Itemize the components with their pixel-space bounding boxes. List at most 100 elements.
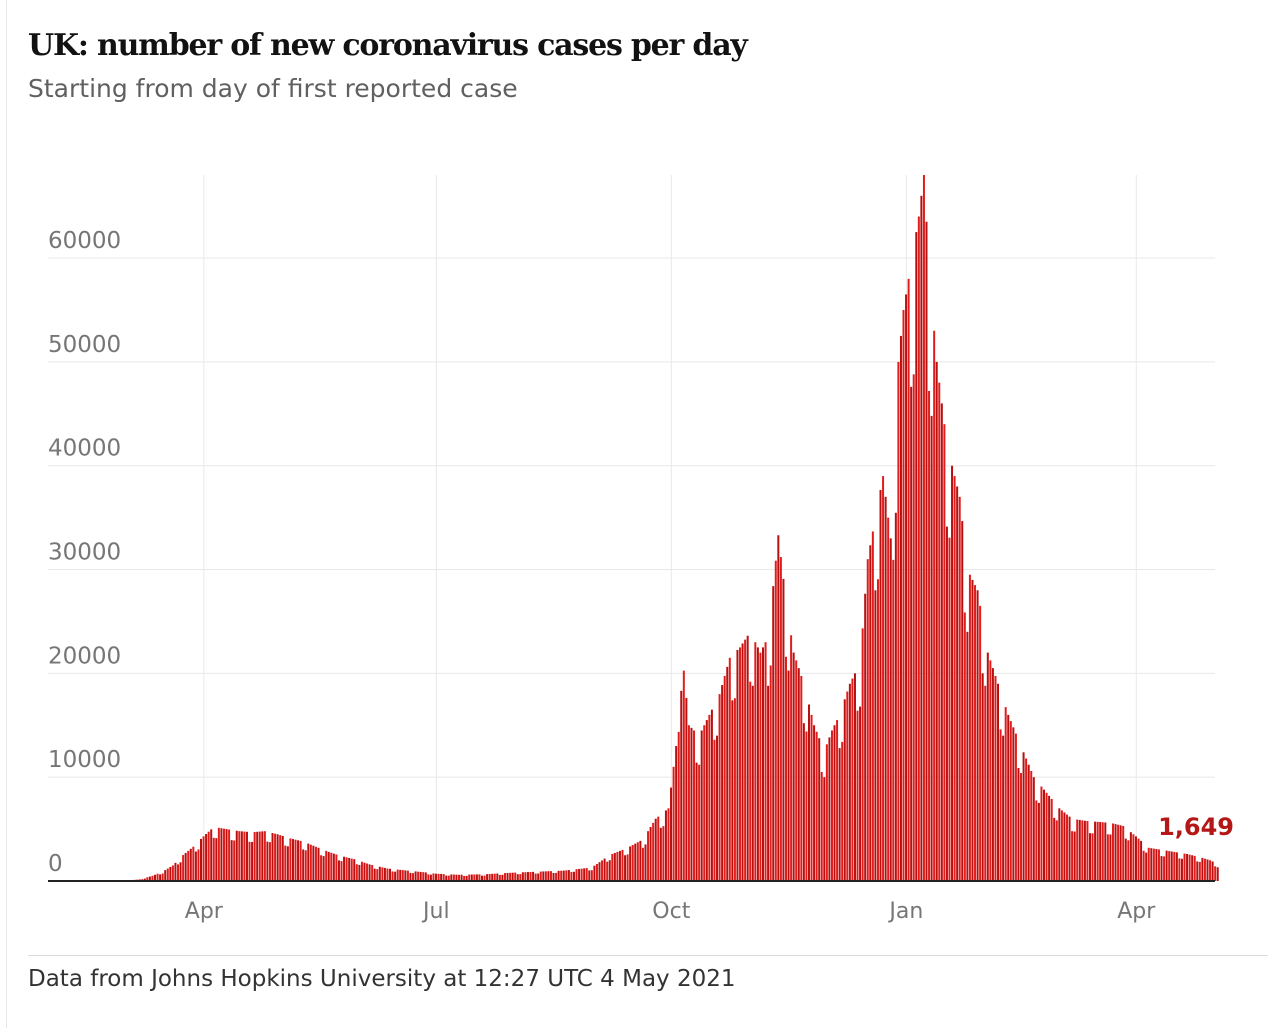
daily-case-bar <box>1173 851 1176 881</box>
daily-case-bar <box>968 574 971 881</box>
daily-case-bar <box>1214 866 1217 881</box>
daily-case-bar <box>920 195 923 881</box>
daily-case-bar <box>424 872 427 881</box>
daily-case-bar <box>861 628 864 881</box>
daily-case-bar <box>805 731 808 881</box>
daily-case-bar <box>866 559 869 881</box>
daily-case-bar <box>473 874 476 881</box>
daily-case-bar <box>853 673 856 881</box>
y-tick-label: 10000 <box>48 747 121 773</box>
daily-case-bar <box>516 874 519 881</box>
daily-case-bar <box>818 738 821 881</box>
daily-case-bar <box>601 860 604 881</box>
daily-case-bar <box>274 833 277 881</box>
daily-case-bar <box>189 848 192 881</box>
daily-case-bar <box>1094 821 1097 881</box>
daily-case-bar <box>718 694 721 881</box>
daily-case-bar <box>590 870 593 881</box>
daily-case-bar <box>795 660 798 882</box>
daily-case-bar <box>1178 858 1181 881</box>
daily-case-bar <box>705 720 708 881</box>
daily-case-bar <box>248 841 251 881</box>
daily-case-bar <box>693 730 696 881</box>
daily-case-bar <box>951 465 954 881</box>
daily-case-bar <box>899 335 902 881</box>
daily-case-bar <box>1147 847 1150 881</box>
daily-case-bar <box>1020 773 1023 881</box>
daily-case-bar <box>230 840 233 881</box>
daily-case-bar <box>1157 849 1160 881</box>
daily-case-bar <box>838 748 841 881</box>
daily-case-bar <box>593 865 596 881</box>
daily-case-bar <box>894 512 897 881</box>
daily-case-bar <box>442 874 445 881</box>
daily-case-bar <box>501 874 504 881</box>
daily-case-bar <box>580 868 583 881</box>
daily-case-bar <box>381 867 384 881</box>
daily-case-bar <box>1101 822 1104 881</box>
daily-case-bar <box>892 559 895 881</box>
daily-case-bar <box>746 635 749 881</box>
daily-case-bar <box>657 816 660 881</box>
daily-case-bar <box>314 846 317 881</box>
daily-case-bar <box>207 831 210 881</box>
daily-case-bar <box>524 872 527 881</box>
daily-case-bar <box>889 538 892 881</box>
daily-case-bar <box>291 839 294 881</box>
daily-case-bar <box>869 545 872 881</box>
daily-case-bar <box>532 871 535 881</box>
daily-case-bar <box>925 221 928 882</box>
daily-case-bar <box>1048 795 1051 881</box>
daily-case-bar <box>409 872 412 881</box>
daily-case-bar <box>703 725 706 881</box>
daily-case-bar <box>961 521 964 881</box>
daily-case-bar <box>317 847 320 881</box>
x-tick-label: Apr <box>185 899 224 924</box>
daily-case-bar <box>751 685 754 881</box>
daily-case-bar <box>463 875 466 881</box>
daily-case-bar <box>767 685 770 881</box>
cases-bar-chart: 0 10000 20000 30000 40000 50000 60000 Apr Jul Oct… <box>48 175 1234 924</box>
daily-case-bar <box>810 714 813 881</box>
daily-case-bar <box>843 699 846 881</box>
daily-case-bar <box>447 875 450 881</box>
daily-case-bar <box>1017 768 1020 881</box>
daily-case-bar <box>910 386 913 881</box>
daily-case-bar <box>493 873 496 881</box>
y-tick-label: 0 <box>48 851 63 877</box>
x-tick-label: Oct <box>652 899 690 924</box>
daily-case-bar <box>251 841 254 881</box>
daily-case-bar <box>779 557 782 881</box>
daily-case-bar <box>182 855 185 881</box>
x-tick-label: Apr <box>1117 899 1156 924</box>
daily-case-bar <box>887 517 890 881</box>
daily-case-bar <box>159 874 162 881</box>
daily-case-bar <box>611 854 614 881</box>
daily-case-bar <box>327 851 330 881</box>
daily-case-bar <box>414 871 417 881</box>
daily-case-bar <box>777 535 780 881</box>
daily-case-bar <box>534 873 537 881</box>
daily-case-bar <box>366 863 369 881</box>
daily-case-bar <box>1186 854 1189 881</box>
daily-case-bar <box>815 731 818 881</box>
daily-case-bar <box>851 678 854 881</box>
daily-case-bar <box>1111 823 1114 881</box>
daily-case-bar <box>337 860 340 881</box>
daily-case-bar <box>401 870 404 881</box>
daily-case-bar <box>595 863 598 881</box>
daily-case-bar <box>933 330 936 881</box>
daily-case-bar <box>253 832 256 881</box>
daily-case-bar <box>670 787 673 881</box>
daily-case-bar <box>504 873 506 881</box>
daily-case-bar <box>1183 853 1186 881</box>
daily-case-bar <box>378 866 381 881</box>
daily-case-bar <box>848 683 851 881</box>
daily-case-bar <box>215 838 218 881</box>
daily-case-bar <box>200 838 202 881</box>
daily-case-bar <box>695 762 698 881</box>
daily-case-bar <box>488 873 491 881</box>
daily-case-bar <box>1002 735 1005 881</box>
daily-case-bar <box>971 579 974 881</box>
daily-case-bar <box>874 590 877 881</box>
